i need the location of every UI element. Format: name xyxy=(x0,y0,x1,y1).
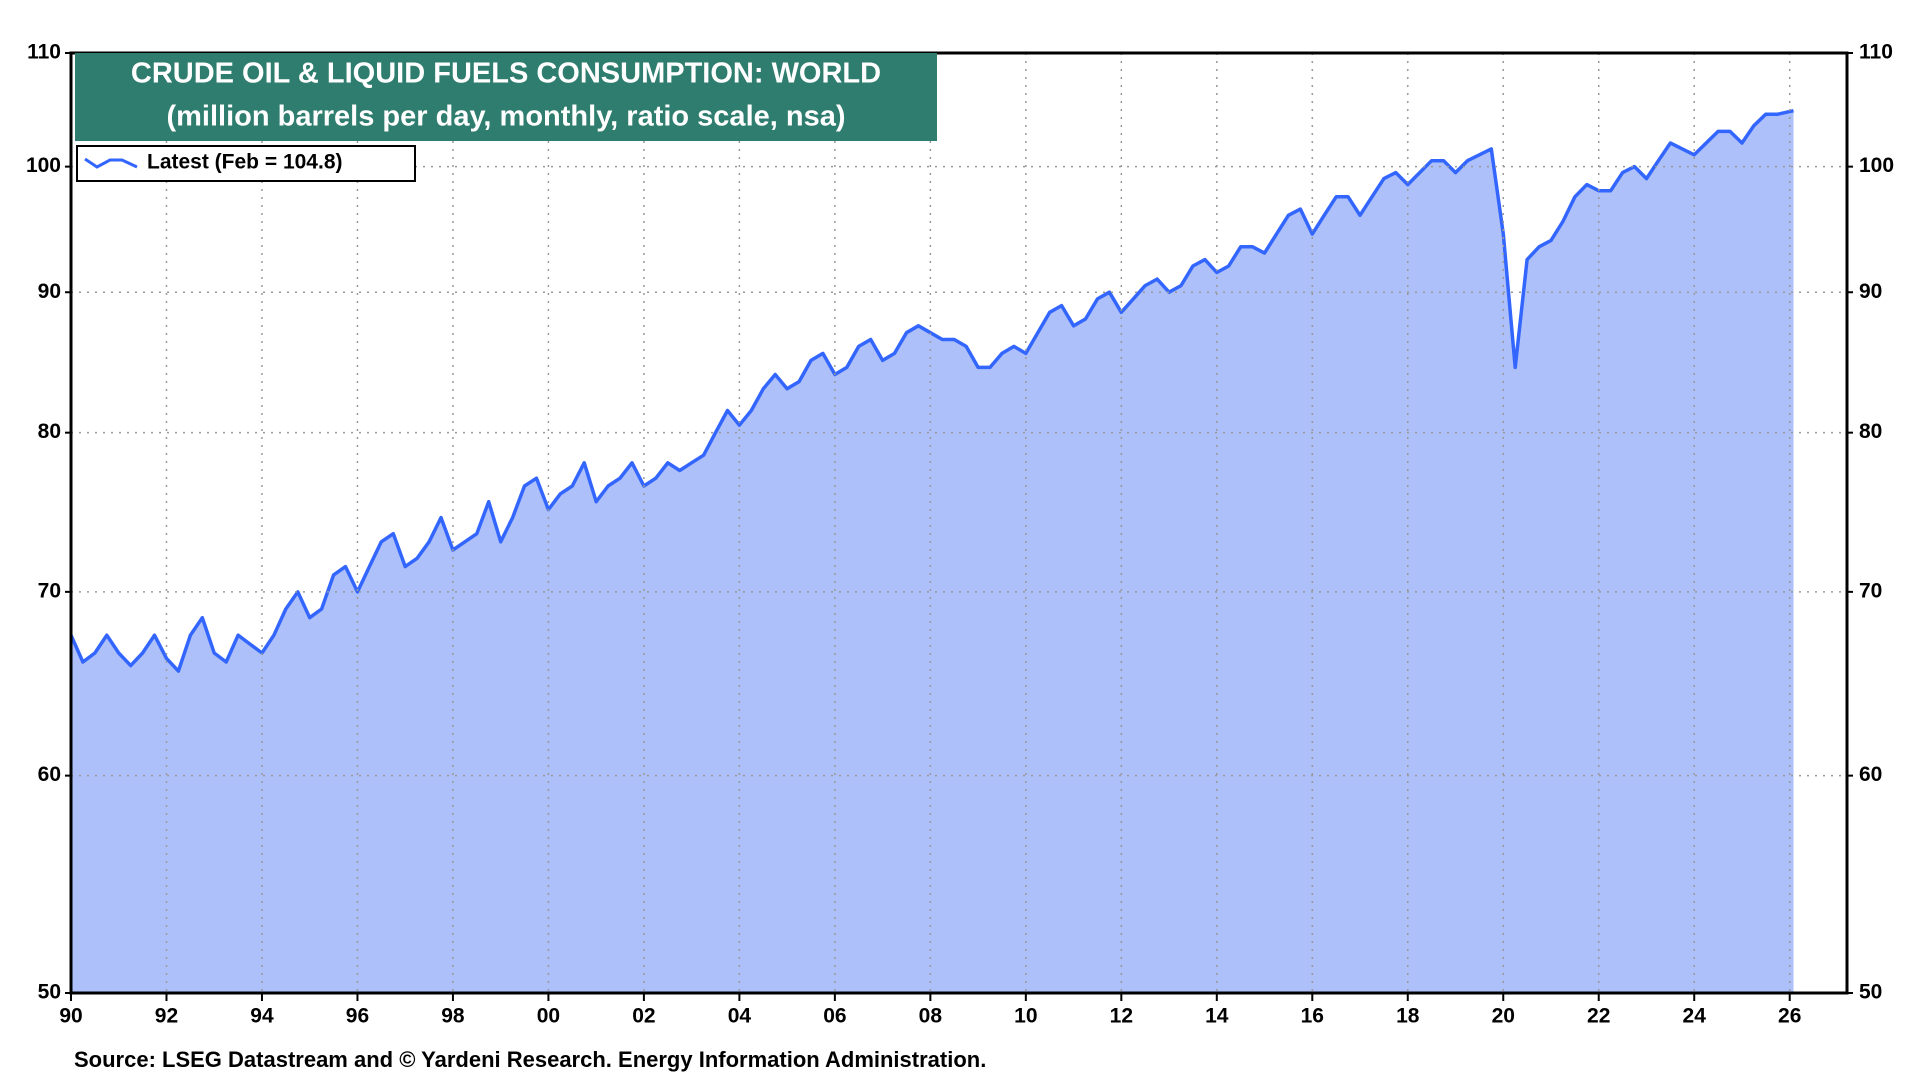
legend: Latest (Feb = 104.8) xyxy=(76,145,416,182)
chart-subtitle: (million barrels per day, monthly, ratio… xyxy=(166,101,845,133)
title-box xyxy=(75,53,937,141)
y-tick-label: 90 xyxy=(38,280,61,303)
y-tick-label-right: 80 xyxy=(1859,420,1882,443)
series-line xyxy=(69,108,1794,673)
chart-title: CRUDE OIL & LIQUID FUELS CONSUMPTION: WO… xyxy=(131,58,881,90)
y-tick-label: 100 xyxy=(26,154,61,177)
x-tick-label: 04 xyxy=(728,1005,752,1028)
x-tick-label: 98 xyxy=(441,1005,465,1028)
x-tick-label: 06 xyxy=(823,1005,846,1028)
x-tick-label: 92 xyxy=(155,1005,178,1028)
area-fill xyxy=(71,110,1794,993)
y-tick-label-right: 50 xyxy=(1859,981,1882,1004)
legend-swatch xyxy=(84,157,138,169)
x-tick-label: 22 xyxy=(1587,1005,1610,1028)
x-tick-label: 12 xyxy=(1110,1005,1133,1028)
y-tick-label-right: 70 xyxy=(1859,579,1882,602)
y-tick-label: 70 xyxy=(38,579,61,602)
legend-box xyxy=(76,145,416,182)
y-tick-label: 50 xyxy=(38,981,61,1004)
x-tick-label: 18 xyxy=(1396,1005,1420,1028)
legend-label: Latest (Feb = 104.8) xyxy=(147,151,343,174)
y-tick-label-right: 100 xyxy=(1859,154,1894,177)
y-tick-label-right: 90 xyxy=(1859,280,1882,303)
x-tick-label: 08 xyxy=(919,1005,943,1028)
x-tick-label: 14 xyxy=(1205,1005,1229,1028)
x-tick-label: 96 xyxy=(346,1005,369,1028)
source-note: Source: LSEG Datastream and © Yardeni Re… xyxy=(74,1047,986,1072)
y-tick-label-right: 110 xyxy=(1859,41,1893,64)
y-tick-label-right: 60 xyxy=(1859,763,1882,786)
x-tick-label: 90 xyxy=(59,1005,82,1028)
y-tick-label: 80 xyxy=(38,420,61,443)
plot-area: 50 50 60 60 70 70 80 80 90 90 100 100 110 110 90 92 94 96… xyxy=(26,41,1894,1028)
y-tick-label: 60 xyxy=(38,763,61,786)
x-tick-label: 10 xyxy=(1014,1005,1037,1028)
x-tick-label: 00 xyxy=(537,1005,560,1028)
plot-frame xyxy=(69,51,1849,995)
x-tick-label: 16 xyxy=(1301,1005,1324,1028)
x-tick-label: 20 xyxy=(1492,1005,1515,1028)
x-tick-label: 26 xyxy=(1778,1005,1801,1028)
x-tick-label: 24 xyxy=(1683,1005,1707,1028)
x-tick-label: 02 xyxy=(632,1005,655,1028)
y-tick-label: 110 xyxy=(27,41,61,64)
x-tick-label: 94 xyxy=(250,1005,274,1028)
